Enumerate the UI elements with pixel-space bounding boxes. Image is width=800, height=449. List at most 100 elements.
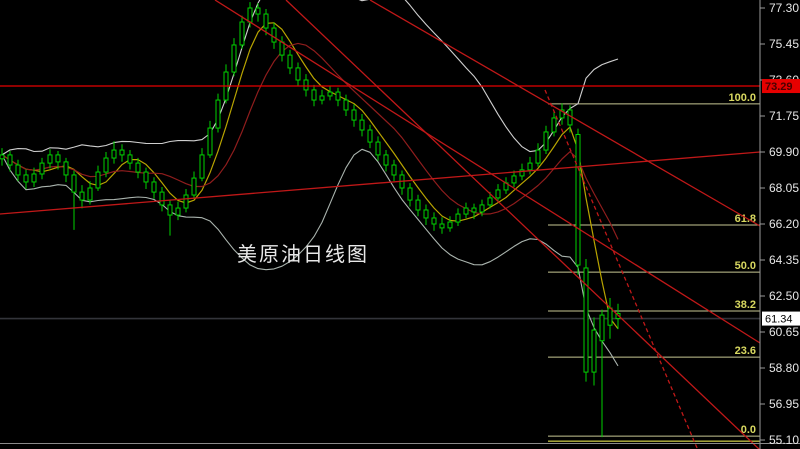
axis-price-label: 69.90 (769, 145, 799, 159)
candle-body (7, 154, 13, 166)
candle-body (103, 157, 109, 173)
chart-title-watermark: 美原油日线图 (237, 242, 369, 266)
axis-price-label: 58.80 (769, 361, 799, 375)
candle-body (47, 154, 53, 164)
candle-body (375, 141, 381, 156)
axis-price-label: 56.95 (769, 397, 799, 411)
candle-body (55, 154, 61, 163)
candle-body (135, 162, 141, 173)
candle-body (431, 217, 437, 225)
candle-body (551, 117, 557, 133)
candle-body (39, 162, 45, 175)
trendline-falling-mid (214, 0, 761, 344)
candle-body (423, 209, 429, 219)
candle-body (343, 99, 349, 111)
candle-body (311, 89, 317, 101)
candle-body (127, 154, 133, 164)
candle-body (159, 191, 165, 206)
candle-body (151, 181, 157, 193)
candle-body (583, 267, 589, 373)
candle-body (295, 67, 301, 81)
candle-body (487, 197, 493, 206)
candle-body (279, 41, 285, 56)
hline-price-badge-text: 73.29 (765, 81, 793, 93)
candle-body (31, 173, 37, 183)
candle-body (607, 307, 613, 326)
candle-body (527, 162, 533, 171)
candle-body (215, 99, 221, 129)
fib-label-0.0: 0.0 (741, 424, 756, 436)
axis-price-label: 60.65 (769, 325, 799, 339)
trendline-rising-support (0, 151, 761, 215)
candle-body (575, 133, 581, 266)
fib-label-61.8: 61.8 (735, 213, 756, 225)
candle-body (415, 199, 421, 211)
candle-body (471, 207, 477, 213)
candle-body (63, 161, 69, 176)
candle-body (247, 7, 253, 23)
candle-body (119, 149, 125, 156)
candle-body (367, 129, 373, 143)
candle-body (255, 7, 261, 15)
candle-body (239, 21, 245, 46)
candle-body (95, 171, 101, 189)
axis-price-label: 77.30 (769, 1, 799, 15)
axis-price-label: 66.20 (769, 217, 799, 231)
candle-body (447, 221, 453, 229)
axis-price-label: 55.10 (769, 433, 799, 447)
candle-body (511, 175, 517, 184)
candle-body (303, 79, 309, 91)
axis-price-label: 71.75 (769, 109, 799, 123)
candle-body (231, 44, 237, 73)
current-price-badge (762, 311, 800, 326)
hline-price-badge (762, 79, 800, 94)
candle-body (23, 174, 29, 183)
candle-body (359, 119, 365, 131)
fib-label-100.0: 100.0 (728, 92, 756, 104)
candle-body (0, 154, 5, 160)
candle-body (599, 314, 605, 342)
fib-label-23.6: 23.6 (735, 345, 756, 357)
axis-price-label: 75.45 (769, 37, 799, 51)
candle-body (463, 207, 469, 215)
candle-body (391, 164, 397, 176)
candle-body (175, 207, 181, 216)
candle-body (207, 127, 213, 156)
candle-body (543, 131, 549, 151)
current-price-badge-text: 61.34 (765, 314, 793, 326)
candle-body (535, 149, 541, 164)
candle-body (559, 109, 565, 119)
candle-body (183, 194, 189, 209)
candle-body (15, 164, 21, 176)
fib-label-50.0: 50.0 (735, 260, 756, 272)
candle-body (87, 187, 93, 201)
price-axis-panel (760, 0, 800, 449)
candle-body (519, 169, 525, 177)
candle-body (327, 91, 333, 97)
candle-body (79, 191, 85, 201)
bollinger-lower-band (1, 148, 619, 367)
fib-label-38.2: 38.2 (735, 299, 756, 311)
candle-body (335, 91, 341, 101)
candle-body (287, 54, 293, 69)
candle-body (199, 154, 205, 179)
ma-slow-line (1, 42, 619, 240)
axis-price-label: 62.50 (769, 289, 799, 303)
candle-body (143, 171, 149, 183)
candle-body (591, 329, 597, 373)
candle-body (383, 154, 389, 166)
bollinger-upper-band (1, 0, 619, 156)
candle-body (455, 213, 461, 223)
candle-body (495, 189, 501, 199)
candle-body (263, 13, 269, 29)
candle-body (191, 177, 197, 196)
candle-body (439, 223, 445, 229)
candle-body (271, 27, 277, 43)
candle-body (407, 187, 413, 201)
candle-body (71, 174, 77, 193)
candle-body (111, 149, 117, 159)
trendline-falling-steep (285, 0, 760, 449)
candle-body (167, 204, 173, 216)
